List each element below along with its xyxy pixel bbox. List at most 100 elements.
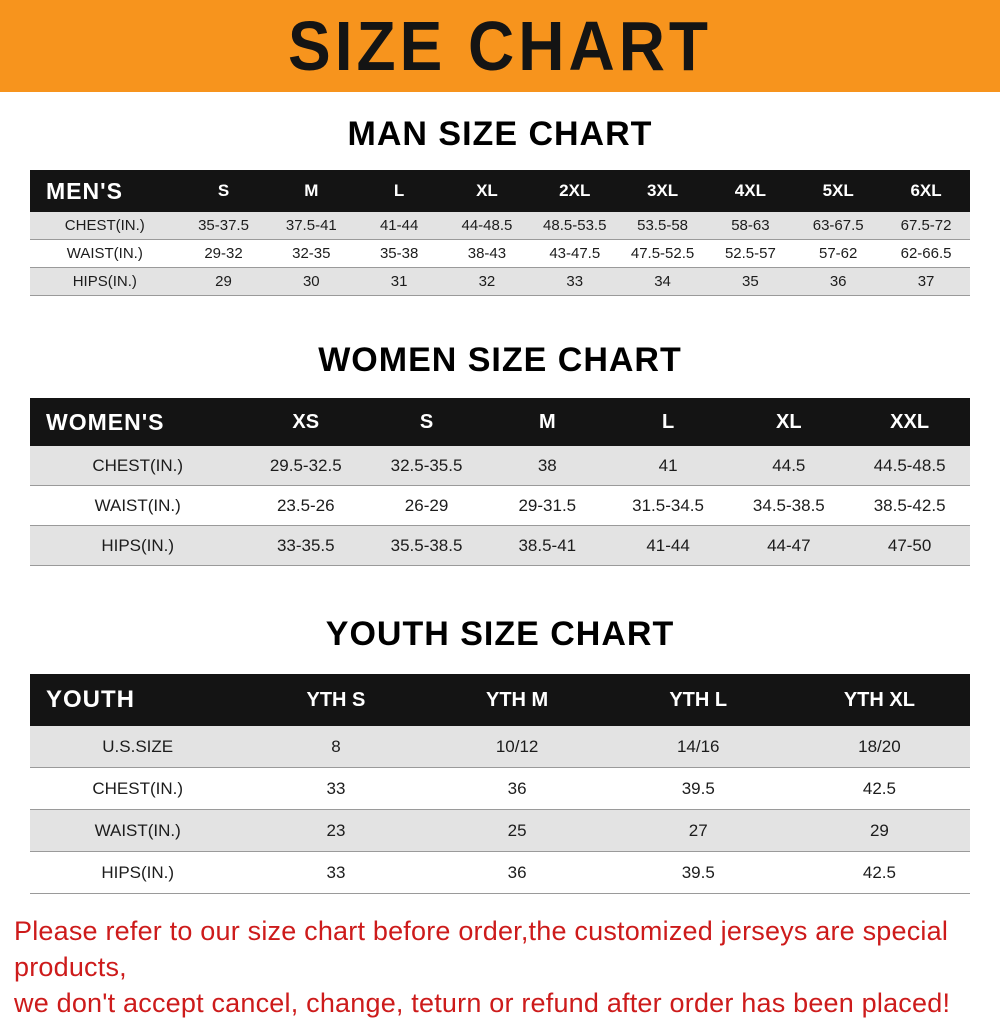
table-row: WAIST(IN.) 29-32 32-35 35-38 38-43 43-47.5 47.… [30, 239, 970, 268]
measurement-label-cell: HIPS(IN.) [30, 525, 246, 566]
measurement-label-cell: U.S.SIZE [30, 726, 246, 768]
size-value-cell: 34.5-38.5 [728, 485, 850, 526]
size-value-cell: 18/20 [788, 726, 970, 768]
size-value-cell: 36 [426, 851, 608, 894]
size-column-header: XXL [849, 398, 970, 446]
men-size-section: MAN SIZE CHART MEN'S S M L XL 2XL 3XL 4XL 5XL 6XL… [0, 114, 1000, 296]
size-value-cell: 30 [267, 267, 356, 296]
size-value-cell: 32 [443, 267, 531, 296]
measurement-label-cell: HIPS(IN.) [30, 267, 180, 296]
size-value-cell: 43-47.5 [530, 239, 619, 268]
size-column-header: 2XL [530, 170, 619, 212]
size-column-header: S [366, 398, 487, 446]
size-column-header: 6XL [882, 170, 970, 212]
size-column-header: XL [728, 398, 850, 446]
women-size-section: WOMEN SIZE CHART WOMEN'S XS S M L XL XXL CHEST(… [0, 340, 1000, 566]
size-column-header: YTH XL [788, 674, 970, 726]
size-value-cell: 44.5-48.5 [849, 446, 970, 486]
size-value-cell: 42.5 [788, 767, 970, 810]
table-header-row: YOUTH YTH S YTH M YTH L YTH XL [30, 674, 970, 726]
footer-line-1: Please refer to our size chart before or… [14, 916, 949, 982]
size-column-header: L [355, 170, 444, 212]
table-corner-label: MEN'S [30, 170, 180, 212]
size-value-cell: 23 [245, 809, 427, 852]
size-value-cell: 32-35 [267, 239, 356, 268]
youth-section-heading: YOUTH SIZE CHART [325, 615, 675, 653]
men-size-table: MEN'S S M L XL 2XL 3XL 4XL 5XL 6XL CHEST(IN.) 35-37… [30, 170, 970, 296]
measurement-label-cell: HIPS(IN.) [30, 851, 246, 894]
size-value-cell: 41-44 [607, 525, 729, 566]
size-value-cell: 34 [618, 267, 707, 296]
size-value-cell: 36 [794, 267, 883, 296]
measurement-label-cell: CHEST(IN.) [30, 212, 180, 240]
footer-line-2: we don't accept cancel, change, teturn o… [14, 987, 951, 1018]
table-row: WAIST(IN.) 23.5-26 26-29 29-31.5 31.5-34.5 34… [30, 485, 970, 526]
table-header-row: MEN'S S M L XL 2XL 3XL 4XL 5XL 6XL [30, 170, 970, 212]
men-section-heading: MAN SIZE CHART [347, 115, 653, 153]
size-value-cell: 29 [179, 267, 268, 296]
size-value-cell: 52.5-57 [706, 239, 795, 268]
size-value-cell: 33 [530, 267, 619, 296]
size-value-cell: 33 [245, 851, 427, 894]
table-corner-label: YOUTH [30, 674, 246, 726]
size-column-header: 3XL [618, 170, 707, 212]
size-value-cell: 29.5-32.5 [245, 446, 367, 486]
size-column-header: S [179, 170, 268, 212]
table-row: HIPS(IN.) 33 36 39.5 42.5 [30, 851, 970, 894]
youth-size-section: YOUTH SIZE CHART YOUTH YTH S YTH M YTH L YTH… [0, 614, 1000, 894]
table-row: CHEST(IN.) 29.5-32.5 32.5-35.5 38 41 44.5 44.5… [30, 446, 970, 486]
table-row: CHEST(IN.) 33 36 39.5 42.5 [30, 767, 970, 810]
size-column-header: 4XL [706, 170, 795, 212]
table-header-row: WOMEN'S XS S M L XL XXL [30, 398, 970, 446]
size-value-cell: 58-63 [706, 212, 795, 240]
measurement-label-cell: CHEST(IN.) [30, 767, 246, 810]
size-value-cell: 41 [607, 446, 729, 486]
size-value-cell: 38 [486, 446, 608, 486]
size-value-cell: 26-29 [366, 485, 487, 526]
measurement-label-cell: WAIST(IN.) [30, 485, 246, 526]
size-value-cell: 35 [706, 267, 795, 296]
size-column-header: YTH S [245, 674, 427, 726]
measurement-label-cell: CHEST(IN.) [30, 446, 246, 486]
size-value-cell: 29 [788, 809, 970, 852]
table-corner-label: WOMEN'S [30, 398, 246, 446]
size-value-cell: 29-32 [179, 239, 268, 268]
size-value-cell: 41-44 [355, 212, 444, 240]
size-value-cell: 67.5-72 [882, 212, 970, 240]
table-row: HIPS(IN.) 29 30 31 32 33 34 35 36 37 [30, 267, 970, 296]
page-title: SIZE CHART [288, 7, 712, 85]
women-size-table: WOMEN'S XS S M L XL XXL CHEST(IN.) 29.5-32.5 32.5… [30, 398, 970, 566]
size-value-cell: 47-50 [849, 525, 970, 566]
size-value-cell: 39.5 [607, 851, 789, 894]
size-value-cell: 44.5 [728, 446, 850, 486]
size-value-cell: 44-47 [728, 525, 850, 566]
youth-size-table: YOUTH YTH S YTH M YTH L YTH XL U.S.SIZE 8 10/12… [30, 674, 970, 894]
size-column-header: YTH M [426, 674, 608, 726]
size-value-cell: 53.5-58 [618, 212, 707, 240]
table-row: U.S.SIZE 8 10/12 14/16 18/20 [30, 726, 970, 768]
size-value-cell: 25 [426, 809, 608, 852]
size-value-cell: 33-35.5 [245, 525, 367, 566]
size-value-cell: 35-37.5 [179, 212, 268, 240]
size-table: WOMEN'S XS S M L XL XXL CHEST(IN.) 29.5-32.5 32.5… [30, 398, 970, 566]
table-row: WAIST(IN.) 23 25 27 29 [30, 809, 970, 852]
size-value-cell: 62-66.5 [882, 239, 970, 268]
size-column-header: YTH L [607, 674, 789, 726]
size-value-cell: 10/12 [426, 726, 608, 768]
size-column-header: M [267, 170, 356, 212]
measurement-label-cell: WAIST(IN.) [30, 809, 246, 852]
size-value-cell: 39.5 [607, 767, 789, 810]
measurement-label-cell: WAIST(IN.) [30, 239, 180, 268]
size-value-cell: 38.5-42.5 [849, 485, 970, 526]
size-value-cell: 44-48.5 [443, 212, 531, 240]
size-table: YOUTH YTH S YTH M YTH L YTH XL U.S.SIZE 8 10/12… [30, 674, 970, 894]
size-column-header: 5XL [794, 170, 883, 212]
size-value-cell: 8 [245, 726, 427, 768]
size-value-cell: 35.5-38.5 [366, 525, 487, 566]
size-value-cell: 31 [355, 267, 444, 296]
size-value-cell: 35-38 [355, 239, 444, 268]
size-value-cell: 48.5-53.5 [530, 212, 619, 240]
banner: SIZE CHART [0, 0, 1000, 92]
size-value-cell: 37 [882, 267, 970, 296]
